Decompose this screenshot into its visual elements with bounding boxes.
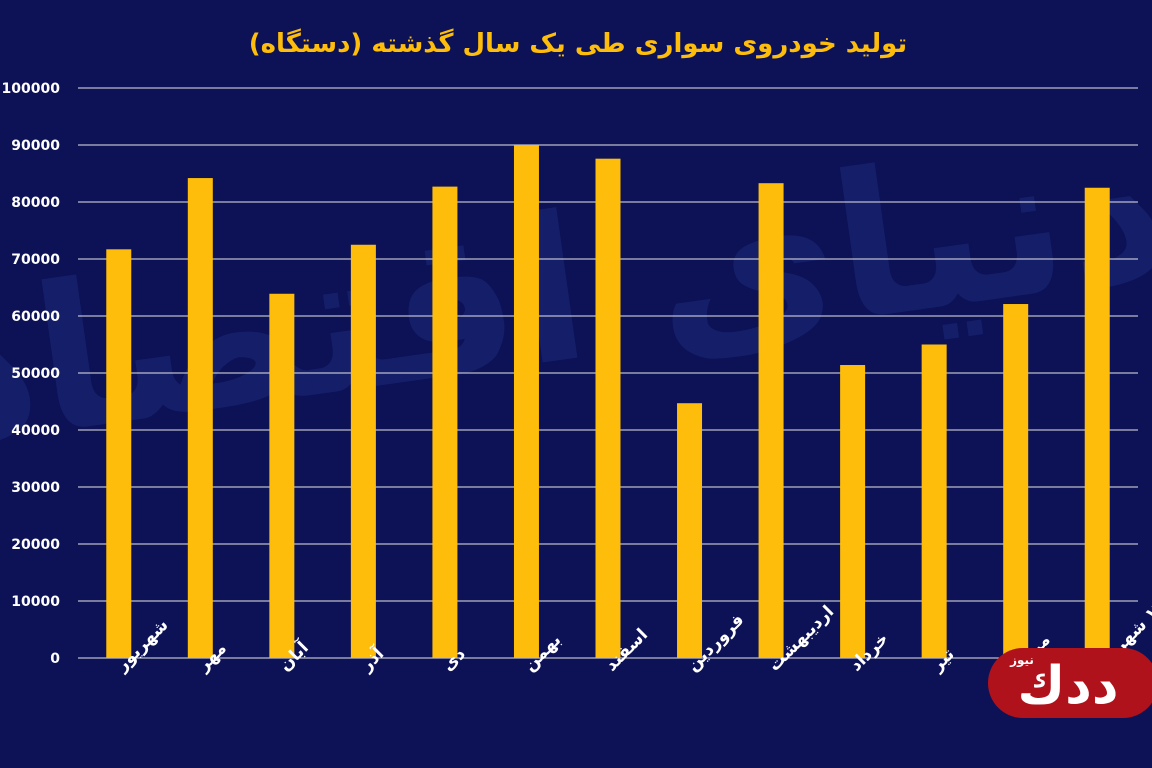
bar bbox=[350, 244, 376, 658]
logo-badge: ددك نیوز bbox=[988, 648, 1152, 718]
y-axis-ticks: 0 10000 20000 30000 40000 50000 60000 70000 8000… bbox=[2, 81, 61, 667]
y-tick-label: 90000 bbox=[11, 138, 60, 154]
bar bbox=[269, 293, 295, 658]
bar bbox=[921, 344, 947, 658]
y-tick-label: 20000 bbox=[11, 537, 60, 553]
y-tick-label: 30000 bbox=[11, 480, 60, 496]
bar bbox=[513, 145, 539, 658]
bar bbox=[1003, 304, 1029, 658]
bar bbox=[432, 186, 458, 659]
bar bbox=[840, 365, 866, 658]
y-tick-label: 100000 bbox=[2, 81, 61, 97]
chart-title: تولید خودروی سواری طی یک سال گذشته (دستگ… bbox=[249, 28, 907, 59]
bar bbox=[106, 249, 132, 658]
y-tick-label: 0 bbox=[50, 651, 60, 667]
logo-small-text: نیوز bbox=[1009, 653, 1034, 668]
bar bbox=[1084, 187, 1110, 658]
bar bbox=[677, 403, 703, 658]
bars bbox=[106, 145, 1110, 659]
bar bbox=[758, 183, 784, 658]
bar bbox=[595, 158, 621, 658]
watermark: دنیای اقتصاد bbox=[0, 90, 1152, 494]
y-tick-label: 50000 bbox=[11, 366, 60, 382]
y-tick-label: 60000 bbox=[11, 309, 60, 325]
y-tick-label: 70000 bbox=[11, 252, 60, 268]
y-tick-label: 80000 bbox=[11, 195, 60, 211]
bar bbox=[187, 178, 213, 658]
y-tick-label: 40000 bbox=[11, 423, 60, 439]
y-tick-label: 10000 bbox=[11, 594, 60, 610]
logo-text: ددك bbox=[1017, 656, 1118, 716]
